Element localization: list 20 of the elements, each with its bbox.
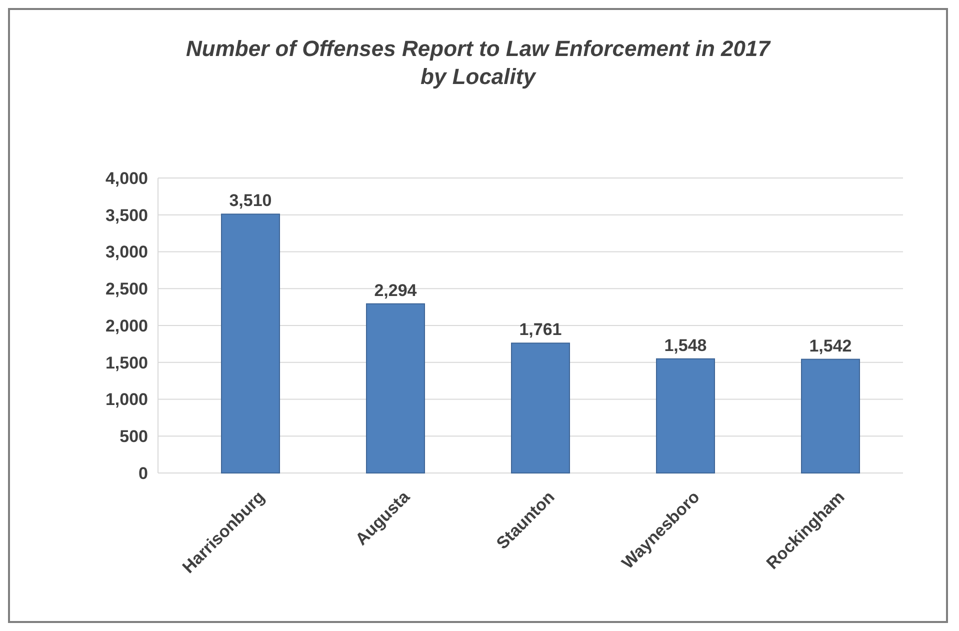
y-tick-label: 1,500: [105, 353, 148, 372]
bar: [221, 214, 280, 474]
y-tick-label: 2,500: [105, 280, 148, 299]
y-tick-label: 1,000: [105, 390, 148, 410]
bar: [801, 358, 860, 474]
data-label: 3,510: [229, 191, 272, 210]
data-label: 1,548: [664, 336, 707, 355]
y-tick-label: 3,000: [105, 242, 148, 262]
bar: [511, 342, 570, 474]
chart-title: Number of Offenses Report to Law Enforcement in 2017 by Locality: [186, 36, 772, 89]
y-tick-label: 2,000: [105, 316, 148, 336]
bar: [656, 358, 715, 474]
data-label: 2,294: [374, 280, 418, 300]
y-tick-label: 500: [120, 427, 148, 446]
y-tick-label: 3,500: [105, 206, 148, 225]
data-label: 1,761: [519, 320, 562, 340]
data-label: 1,542: [809, 336, 852, 356]
y-tick-label: 4,000: [105, 168, 148, 188]
bar: [366, 303, 425, 474]
y-tick-label: 0: [138, 464, 148, 483]
